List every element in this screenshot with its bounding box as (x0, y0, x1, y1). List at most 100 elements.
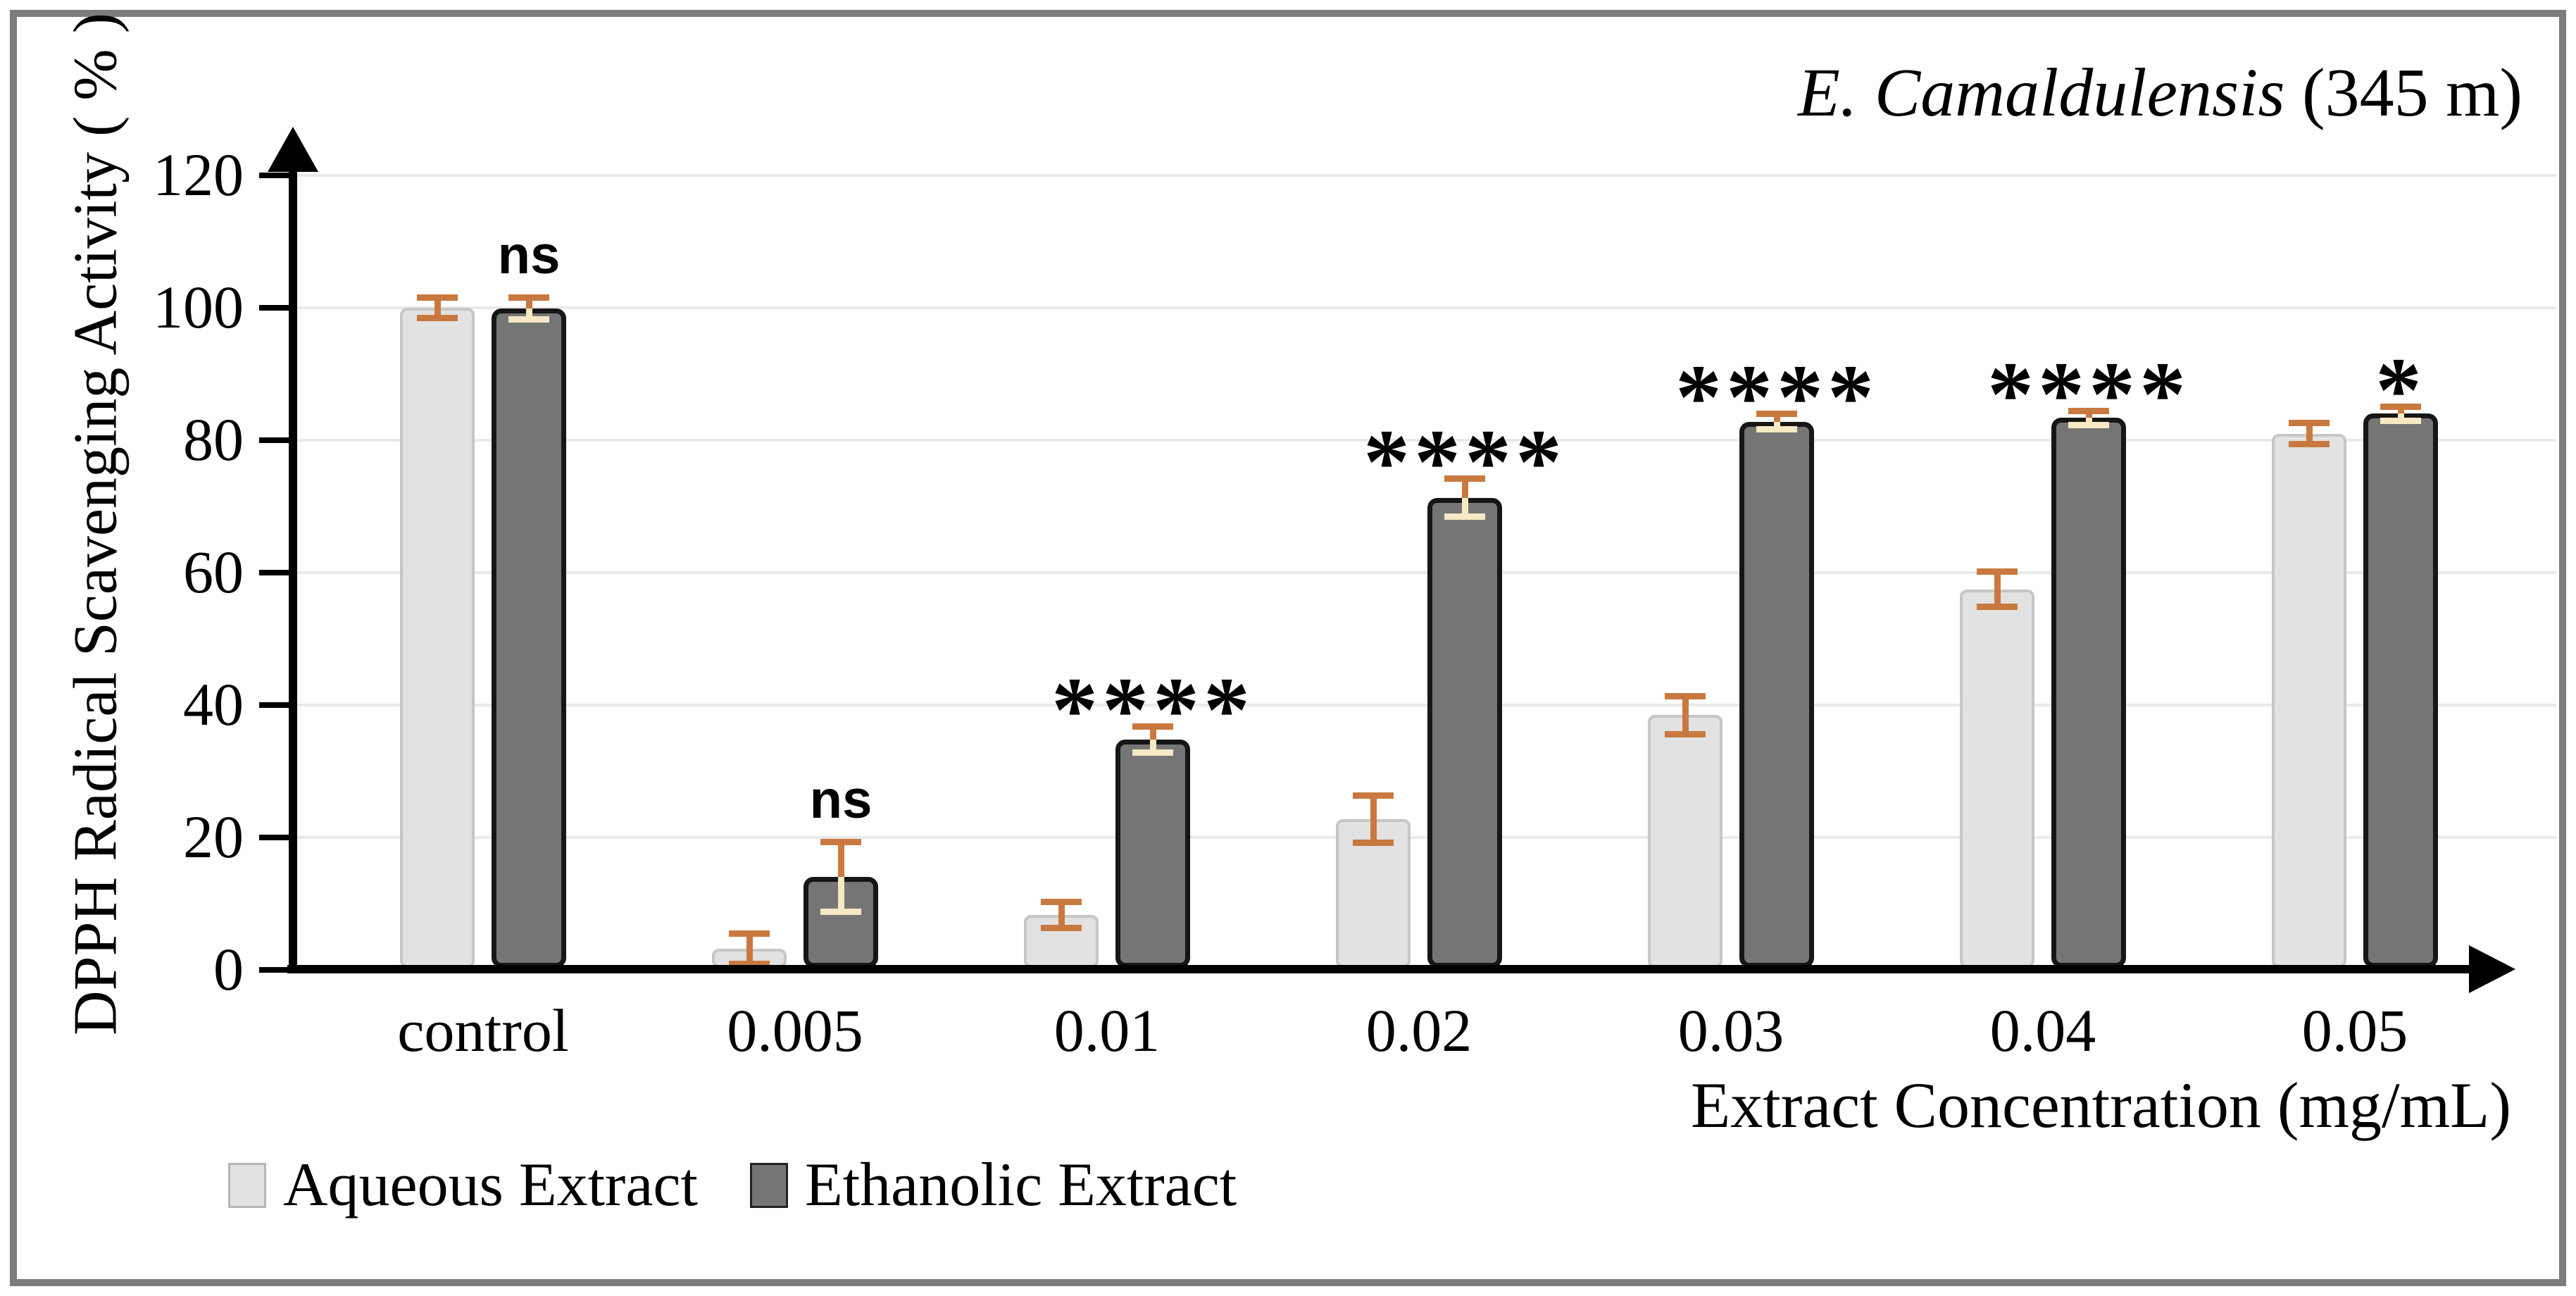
bar-aqueous-0.05 (2272, 433, 2346, 968)
error-bar-ethanolic-0.005-stem-lower (837, 877, 844, 911)
gridline-80 (297, 439, 2556, 442)
y-tick-label-80: 80 (183, 406, 244, 473)
error-bar-aqueous-control-cap-top (417, 294, 458, 301)
legend-label-aqueous: Aqueous Extract (283, 1151, 698, 1219)
bar-ethanolic-0.02 (1427, 497, 1502, 968)
error-bar-aqueous-0.03-cap-top (1665, 692, 1706, 699)
error-bar-ethanolic-control-stem-upper (525, 299, 532, 309)
error-bar-ethanolic-0.005-stem-upper (837, 844, 844, 878)
x-tick-label-0.03: 0.03 (1677, 997, 1784, 1064)
legend: Aqueous Extract Ethanolic Extract (228, 1149, 1237, 1221)
figure-frame: E. Camaldulensis (345 m) DPPH Radical Sc… (10, 10, 2566, 1286)
gridline-60 (297, 571, 2556, 574)
error-bar-aqueous-0.04-cap-bottom (1977, 604, 2018, 611)
error-bar-aqueous-control-stem (434, 299, 441, 317)
chart-title: E. Camaldulensis (345 m) (1798, 54, 2522, 132)
x-tick-label-0.04: 0.04 (1989, 997, 2096, 1064)
y-tick-120 (259, 173, 293, 178)
bar-aqueous-0.03 (1648, 715, 1722, 968)
gridline-40 (297, 704, 2556, 706)
error-bar-ethanolic-0.04-stem-lower (2085, 418, 2092, 423)
y-tick-label-20: 20 (183, 803, 244, 871)
error-bar-aqueous-0.03-cap-bottom (1665, 730, 1706, 737)
error-bar-aqueous-0.02-stem (1370, 797, 1377, 841)
error-bar-ethanolic-0.02-stem-upper (1461, 480, 1468, 498)
legend-item-ethanolic: Ethanolic Extract (749, 1149, 1237, 1221)
bar-ethanolic-0.03 (1739, 421, 1814, 968)
y-tick-label-0: 0 (213, 935, 244, 1003)
error-bar-ethanolic-0.03-stem-lower (1773, 421, 1780, 428)
error-bar-ethanolic-0.05-stem-upper (2397, 408, 2404, 414)
error-bar-ethanolic-0.04-stem-upper (2085, 412, 2092, 418)
error-bar-ethanolic-0.01-stem-lower (1149, 739, 1156, 751)
significance-control: ns (497, 225, 561, 285)
y-tick-100 (259, 305, 293, 311)
chart-title-altitude: (345 m) (2284, 55, 2522, 131)
gridline-20 (297, 836, 2556, 839)
y-tick-0 (259, 967, 293, 973)
error-bar-aqueous-0.005-stem (746, 935, 753, 962)
bar-ethanolic-0.05 (2363, 413, 2438, 968)
error-bar-ethanolic-0.03-stem-upper (1773, 416, 1780, 422)
x-tick-label-0.02: 0.02 (1365, 997, 1473, 1064)
y-tick-label-120: 120 (153, 141, 244, 208)
aqueous-swatch-icon (228, 1162, 266, 1208)
error-bar-ethanolic-control-cap-bottom (508, 316, 549, 323)
bar-aqueous-control (400, 308, 475, 968)
legend-item-aqueous: Aqueous Extract (228, 1149, 698, 1221)
error-bar-aqueous-0.05-cap-top (2289, 420, 2330, 427)
significance-0.005: ns (809, 770, 873, 830)
error-bar-aqueous-0.02-cap-top (1353, 792, 1394, 799)
error-bar-aqueous-0.005-cap-top (729, 930, 770, 937)
gridline-120 (297, 174, 2556, 177)
y-tick-label-100: 100 (153, 273, 244, 341)
error-bar-aqueous-0.03-stem (1682, 697, 1689, 733)
error-bar-ethanolic-0.01-stem-upper (1149, 728, 1156, 740)
error-bar-ethanolic-0.02-stem-lower (1461, 497, 1468, 516)
significance-0.02: **** (1363, 410, 1566, 514)
x-axis-line (287, 965, 2470, 973)
error-bar-aqueous-0.02-cap-bottom (1353, 839, 1394, 846)
y-tick-40 (259, 702, 293, 708)
ethanolic-swatch-icon (749, 1162, 788, 1208)
error-bar-ethanolic-0.02-cap-top (1444, 475, 1485, 482)
error-bar-aqueous-0.01-cap-bottom (1041, 924, 1082, 931)
significance-0.05: * (2375, 337, 2426, 442)
bar-ethanolic-0.01 (1115, 739, 1190, 968)
legend-label-ethanolic: Ethanolic Extract (804, 1151, 1237, 1219)
significance-0.03: **** (1675, 345, 1878, 449)
gridline-100 (297, 306, 2556, 309)
error-bar-ethanolic-0.05-cap-bottom (2380, 417, 2421, 424)
y-tick-label-40: 40 (183, 671, 244, 738)
y-tick-label-60: 60 (183, 538, 244, 606)
error-bar-ethanolic-0.005-cap-bottom (820, 909, 861, 916)
error-bar-aqueous-0.005-cap-bottom (729, 960, 770, 967)
y-tick-60 (259, 570, 293, 575)
error-bar-ethanolic-0.005-cap-top (820, 839, 861, 846)
x-tick-label-control: control (397, 997, 569, 1064)
y-tick-20 (259, 835, 293, 840)
error-bar-ethanolic-control-cap-top (508, 294, 549, 301)
y-axis-line (289, 169, 297, 973)
error-bar-ethanolic-0.04-cap-bottom (2068, 421, 2109, 428)
x-tick-label-0.05: 0.05 (2301, 997, 2408, 1064)
error-bar-aqueous-0.05-cap-bottom (2289, 440, 2330, 447)
error-bar-ethanolic-0.03-cap-top (1756, 411, 1797, 418)
error-bar-ethanolic-0.02-cap-bottom (1444, 513, 1485, 521)
error-bar-ethanolic-0.01-cap-top (1132, 723, 1173, 730)
error-bar-aqueous-control-cap-bottom (417, 315, 458, 322)
y-axis-arrow-icon (268, 127, 318, 172)
error-bar-aqueous-0.04-cap-top (1977, 568, 2018, 575)
bar-ethanolic-0.005 (804, 877, 878, 968)
bar-ethanolic-control (492, 308, 566, 968)
x-axis-title: Extract Concentration (mg/mL) (1691, 1069, 2511, 1141)
error-bar-aqueous-0.04-stem (1994, 573, 2001, 606)
error-bar-ethanolic-control-stem-lower (525, 308, 532, 318)
error-bar-ethanolic-0.04-cap-top (2068, 407, 2109, 414)
error-bar-ethanolic-0.01-cap-bottom (1132, 749, 1173, 756)
y-tick-80 (259, 437, 293, 443)
error-bar-ethanolic-0.03-cap-bottom (1756, 426, 1797, 433)
significance-0.01: **** (1051, 657, 1254, 761)
x-axis-arrow-icon (2469, 945, 2515, 993)
bar-ethanolic-0.04 (2051, 418, 2126, 968)
